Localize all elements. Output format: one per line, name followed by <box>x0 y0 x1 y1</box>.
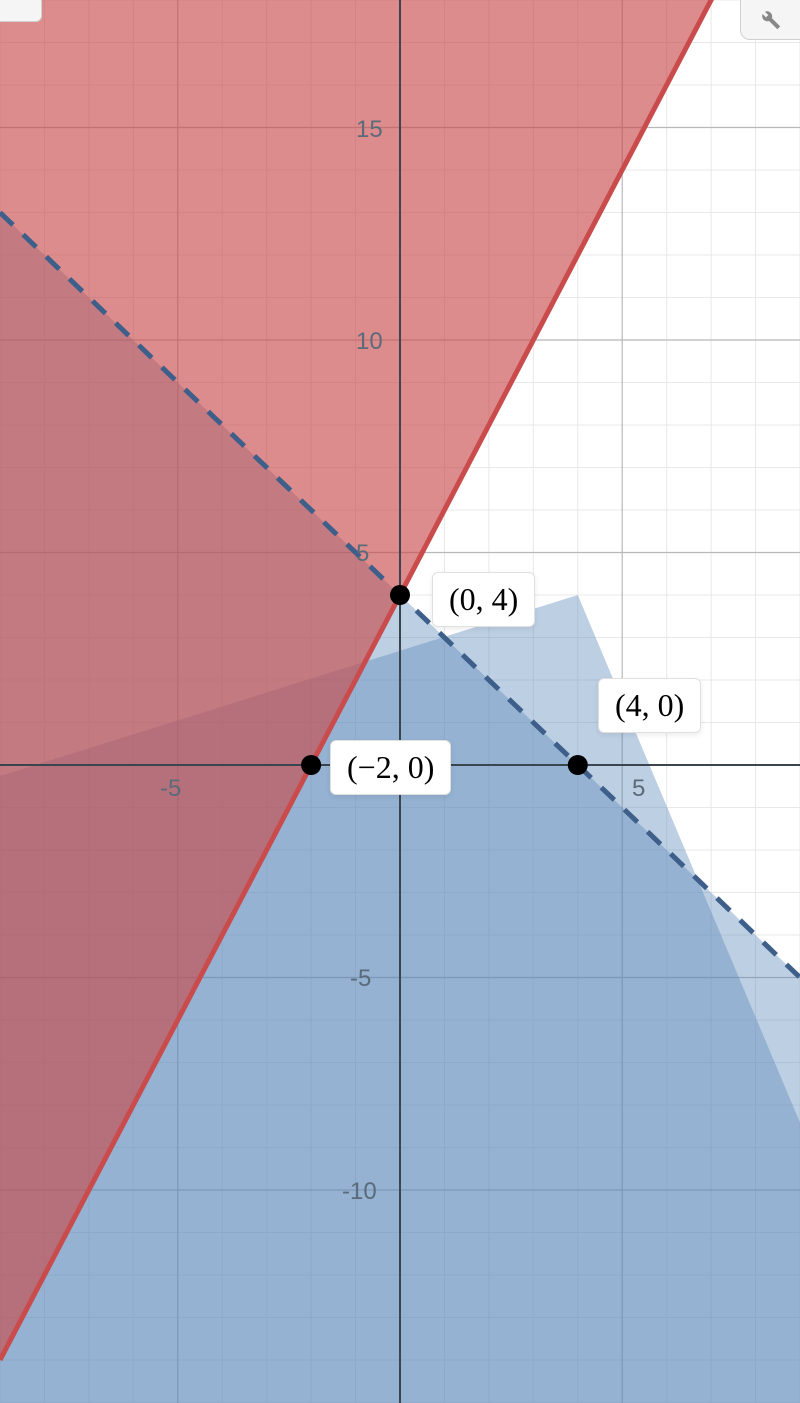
y-tick-m10: -10 <box>342 1178 377 1206</box>
label-0-4[interactable]: (0, 4) <box>432 572 535 627</box>
y-tick-15: 15 <box>356 116 383 144</box>
label-m2-0[interactable]: (−2, 0) <box>330 740 451 795</box>
point-0-4 <box>390 585 410 605</box>
inequality-chart: -5 5 5 10 15 -5 -10 (0, 4) (4, 0) (−2, 0… <box>0 0 800 1403</box>
label-4-0[interactable]: (4, 0) <box>598 678 701 733</box>
x-tick-m5: -5 <box>160 775 181 803</box>
y-tick-m5: -5 <box>350 965 371 993</box>
y-tick-10: 10 <box>356 328 383 356</box>
point-4-0 <box>568 755 588 775</box>
y-tick-5: 5 <box>356 540 369 568</box>
wrench-icon <box>760 9 782 31</box>
tool-tab[interactable] <box>740 0 800 40</box>
point-m2-0 <box>301 755 321 775</box>
x-tick-5: 5 <box>632 775 645 803</box>
menu-tab[interactable] <box>0 0 42 22</box>
